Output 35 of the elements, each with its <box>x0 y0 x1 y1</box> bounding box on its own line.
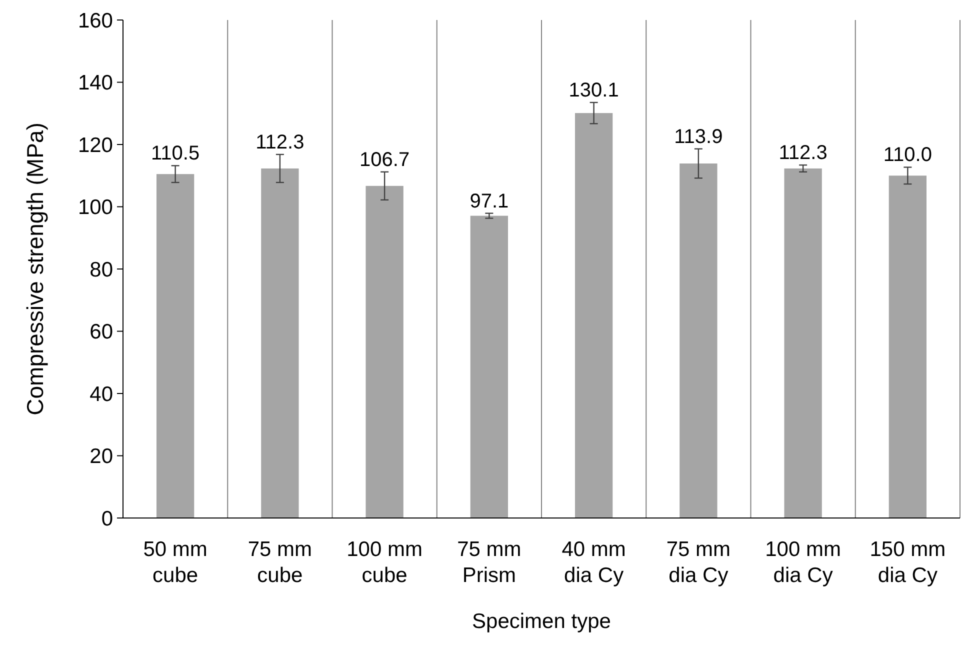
data-label: 113.9 <box>674 126 723 148</box>
y-tick-label: 120 <box>78 134 113 157</box>
bar <box>366 186 404 518</box>
data-label: 112.3 <box>256 131 304 154</box>
x-tick-label: 75 mm Prism <box>457 538 522 587</box>
x-tick-label: 150 mm dia Cy <box>870 538 946 587</box>
y-tick-label: 40 <box>90 382 113 406</box>
x-axis-title: Specimen type <box>472 610 611 633</box>
data-label: 106.7 <box>360 148 410 171</box>
y-tick-label: 140 <box>78 72 113 95</box>
x-tick-label: 75 mm cube <box>248 538 312 587</box>
data-label: 110.5 <box>151 142 200 165</box>
bar <box>470 216 508 518</box>
y-tick-label: 100 <box>78 196 113 220</box>
bar <box>680 163 718 518</box>
data-label: 97.1 <box>470 190 509 212</box>
bar <box>784 168 822 518</box>
y-axis-title: Compressive strength (MPa) <box>22 122 48 416</box>
bar <box>156 174 194 518</box>
x-tick-label: 100 mm dia Cy <box>765 538 841 587</box>
x-tick-label: 75 mm dia Cy <box>666 538 731 587</box>
bar <box>574 113 613 518</box>
x-tick-label: 40 mm dia Cy <box>562 538 626 587</box>
data-label: 112.3 <box>778 142 828 164</box>
y-tick-label: 160 <box>78 9 113 32</box>
y-tick-label: 60 <box>90 320 113 344</box>
y-tick-label: 20 <box>90 445 113 468</box>
bar <box>888 176 927 518</box>
x-tick-label: 100 mm cube <box>346 538 422 587</box>
y-tick-label: 0 <box>101 507 113 530</box>
data-label: 130.1 <box>568 79 619 102</box>
bar <box>261 168 299 518</box>
y-tick-label: 80 <box>90 258 113 282</box>
x-tick-label: 50 mm cube <box>143 538 208 587</box>
data-label: 110.0 <box>883 144 932 166</box>
